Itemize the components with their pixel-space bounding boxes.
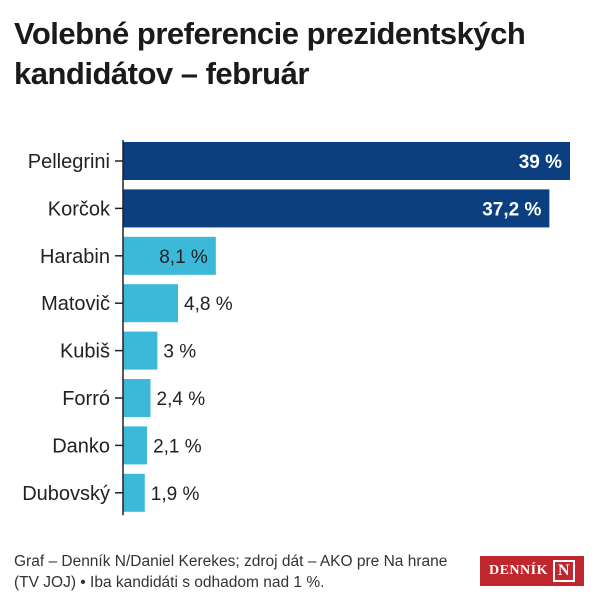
data-label: 39 % xyxy=(519,152,562,173)
category-label: Pellegrini xyxy=(28,151,110,173)
bar-dubovský xyxy=(123,473,145,512)
chart-title: Volebné preferencie prezidentských kandi… xyxy=(14,16,526,91)
data-label: 3 % xyxy=(163,342,196,363)
bar-pellegrini xyxy=(123,142,570,180)
category-label: Harabin xyxy=(40,246,110,268)
bar-harabin xyxy=(123,236,216,275)
bar-kubiš xyxy=(123,331,158,370)
logo-mark: N xyxy=(552,560,576,582)
bar-danko xyxy=(123,426,148,465)
data-label: 37,2 % xyxy=(482,199,541,220)
bar-matovič xyxy=(123,284,179,323)
data-label: 1,9 % xyxy=(151,484,200,505)
category-label: Korčok xyxy=(48,198,111,220)
data-label: 8,1 % xyxy=(159,247,208,268)
dennik-n-logo: DENNÍK N xyxy=(480,556,584,586)
category-label: Forró xyxy=(62,388,110,410)
category-label: Matovič xyxy=(41,293,110,315)
data-label: 4,8 % xyxy=(184,294,233,315)
category-label: Dubovský xyxy=(22,483,110,505)
data-label: 2,1 % xyxy=(153,436,202,457)
bar-forró xyxy=(123,379,151,417)
bar-korčok xyxy=(123,189,550,228)
category-label: Danko xyxy=(52,435,110,457)
chart-footer: Graf – Denník N/Daniel Kerekes; zdroj dá… xyxy=(14,553,448,591)
category-label: Kubiš xyxy=(60,341,110,363)
data-label: 2,4 % xyxy=(157,389,206,410)
logo-text: DENNÍK xyxy=(488,563,548,578)
